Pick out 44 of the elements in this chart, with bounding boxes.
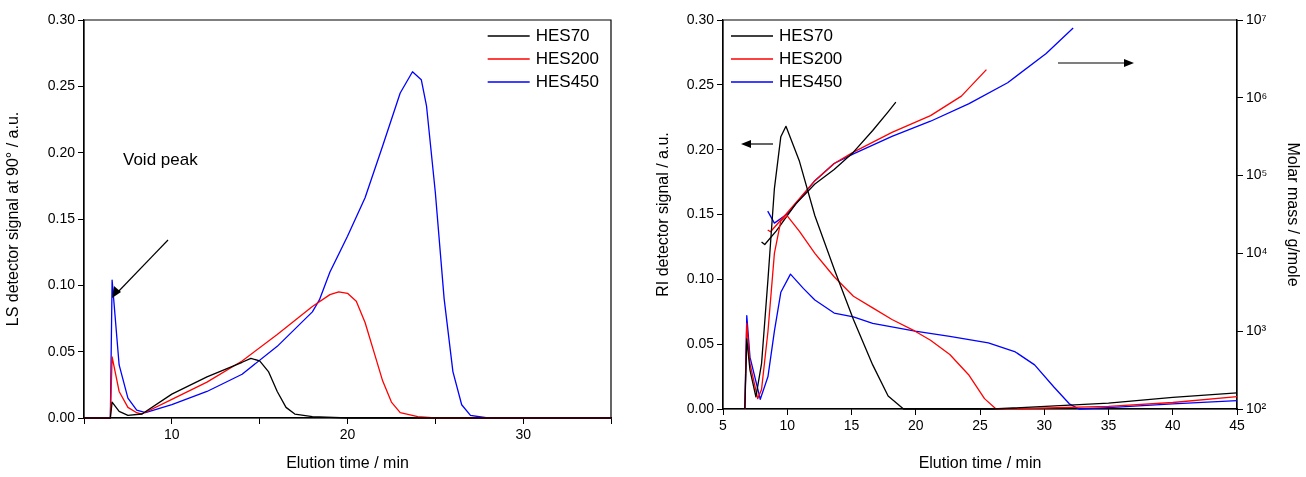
y2-tick-label: 10²	[1246, 399, 1267, 416]
y-tick-label: 0.00	[686, 399, 715, 416]
y-tick-label: 0.05	[686, 335, 715, 352]
y-tick-label: 0.25	[47, 77, 76, 94]
y-tick-label: 0.25	[686, 75, 715, 92]
legend-label: HES200	[535, 48, 600, 68]
y-tick-label: 0.05	[47, 342, 76, 359]
y-tick-label: 0.30	[47, 10, 76, 27]
y-tick-label: 0.10	[47, 276, 76, 293]
x-axis-title: Elution time / min	[286, 453, 409, 471]
x-tick-label: 45	[1229, 417, 1245, 434]
y2-tick-label: 10³	[1246, 322, 1267, 339]
x-tick-label: 10	[779, 417, 796, 434]
annotation: Void peak	[123, 149, 199, 169]
y-tick-label: 0.20	[686, 140, 715, 157]
x-tick-label: 15	[843, 417, 860, 434]
y2-tick-label: 10⁴	[1246, 244, 1268, 261]
y-tick-label: 0.10	[686, 270, 715, 287]
legend-label: HES200	[779, 48, 843, 68]
y-tick-label: 0.15	[47, 209, 76, 226]
x-tick-label: 20	[907, 417, 924, 434]
y2-axis-title: Molar mass / g/mole	[1284, 142, 1302, 287]
legend-label: HES70	[535, 25, 590, 45]
y-tick-label: 0.15	[686, 205, 715, 222]
y2-tick-label: 10⁷	[1246, 10, 1267, 27]
x-tick-label: 20	[339, 426, 356, 443]
legend-label: HES70	[779, 25, 833, 45]
x-tick-label: 30	[515, 426, 532, 443]
x-tick-label: 25	[972, 417, 988, 434]
legend-label: HES450	[535, 71, 600, 91]
x-tick-label: 30	[1036, 417, 1053, 434]
x-tick-label: 40	[1164, 417, 1181, 434]
y2-tick-label: 10⁶	[1246, 88, 1268, 105]
y-axis-title: LS detector signal at 90° / a.u.	[4, 111, 22, 327]
x-tick-label: 10	[164, 426, 180, 443]
y-axis-title: RI detector signal / a.u.	[654, 132, 672, 297]
x-tick-label: 5	[719, 417, 728, 434]
x-axis-title: Elution time / min	[918, 453, 1042, 471]
legend-label: HES450	[779, 71, 843, 91]
y-tick-label: 0.30	[686, 10, 715, 27]
y-tick-label: 0.20	[47, 143, 76, 160]
y2-tick-label: 10⁵	[1246, 166, 1268, 183]
y-tick-label: 0.00	[47, 408, 76, 425]
x-tick-label: 35	[1100, 417, 1117, 434]
